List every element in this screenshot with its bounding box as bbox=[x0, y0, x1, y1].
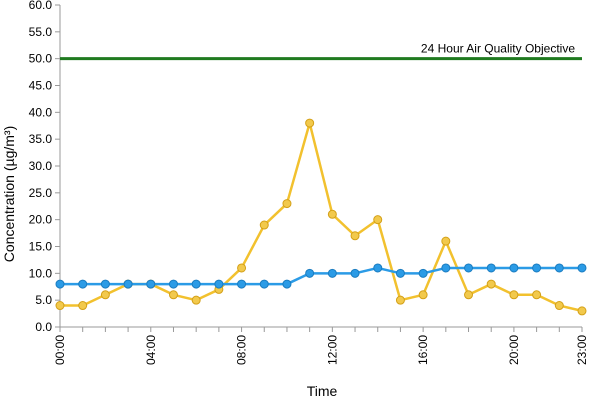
y-tick-label: 20.0 bbox=[29, 213, 53, 227]
data-point bbox=[554, 301, 564, 311]
data-point bbox=[168, 279, 178, 289]
data-point bbox=[486, 263, 496, 273]
data-point bbox=[418, 290, 428, 300]
data-point bbox=[100, 279, 110, 289]
data-point bbox=[395, 295, 405, 305]
x-tick-label: 16:00 bbox=[416, 335, 430, 365]
x-tick-label: 08:00 bbox=[235, 335, 249, 365]
data-point bbox=[78, 279, 88, 289]
x-tick-label: 12:00 bbox=[325, 335, 339, 365]
data-point bbox=[123, 279, 133, 289]
data-point bbox=[168, 290, 178, 300]
data-point bbox=[509, 263, 519, 273]
data-point bbox=[327, 209, 337, 219]
y-axis-title: Concentration (µg/m³) bbox=[1, 126, 17, 262]
data-point bbox=[214, 279, 224, 289]
y-tick-label: 25.0 bbox=[29, 186, 53, 200]
data-point bbox=[282, 199, 292, 209]
data-point bbox=[259, 220, 269, 230]
data-point bbox=[55, 301, 65, 311]
x-tick-label: 23:00 bbox=[575, 335, 589, 365]
y-tick-label: 50.0 bbox=[29, 52, 53, 66]
y-tick-label: 30.0 bbox=[29, 159, 53, 173]
data-point bbox=[350, 231, 360, 241]
data-point bbox=[464, 290, 474, 300]
data-point bbox=[282, 279, 292, 289]
y-tick-label: 45.0 bbox=[29, 79, 53, 93]
data-point bbox=[418, 268, 428, 278]
data-point bbox=[395, 268, 405, 278]
y-tick-label: 55.0 bbox=[29, 25, 53, 39]
series-1 bbox=[55, 118, 587, 316]
data-point bbox=[191, 279, 201, 289]
series-group bbox=[55, 118, 587, 316]
data-point bbox=[237, 279, 247, 289]
y-tick-label: 10.0 bbox=[29, 266, 53, 280]
y-tick-label: 0.0 bbox=[35, 320, 52, 334]
x-tick-label: 00:00 bbox=[53, 335, 67, 365]
data-point bbox=[191, 295, 201, 305]
data-point bbox=[486, 279, 496, 289]
y-tick-label: 15.0 bbox=[29, 240, 53, 254]
data-point bbox=[577, 263, 587, 273]
data-point bbox=[464, 263, 474, 273]
data-point bbox=[305, 268, 315, 278]
x-tick-label: 04:00 bbox=[144, 335, 158, 365]
data-point bbox=[509, 290, 519, 300]
reference-line-group: 24 Hour Air Quality Objective bbox=[60, 42, 582, 61]
y-tick-label: 5.0 bbox=[35, 293, 52, 307]
y-tick-label: 40.0 bbox=[29, 105, 53, 119]
data-point bbox=[100, 290, 110, 300]
data-point bbox=[78, 301, 88, 311]
data-point bbox=[146, 279, 156, 289]
x-tick-label: 20:00 bbox=[507, 335, 521, 365]
data-point bbox=[532, 263, 542, 273]
y-tick-label: 35.0 bbox=[29, 132, 53, 146]
data-point bbox=[441, 263, 451, 273]
axes: 0.0 5.0 10.0 15.0 20.0 25.0 30.0 35.0 40.0 45.0 50… bbox=[29, 0, 589, 365]
data-point bbox=[259, 279, 269, 289]
x-axis-title: Time bbox=[307, 383, 338, 399]
data-point bbox=[237, 263, 247, 273]
reference-line-label: 24 Hour Air Quality Objective bbox=[421, 42, 575, 56]
data-point bbox=[532, 290, 542, 300]
y-tick-label: 60.0 bbox=[29, 0, 53, 12]
data-point bbox=[327, 268, 337, 278]
data-point bbox=[305, 118, 315, 128]
data-point bbox=[55, 279, 65, 289]
data-point bbox=[373, 215, 383, 225]
data-point bbox=[554, 263, 564, 273]
series-2 bbox=[55, 263, 587, 289]
data-point bbox=[441, 236, 451, 246]
data-point bbox=[350, 268, 360, 278]
series-line bbox=[60, 121, 583, 313]
series-line bbox=[60, 266, 582, 286]
data-point bbox=[577, 306, 587, 316]
data-point bbox=[373, 263, 383, 273]
